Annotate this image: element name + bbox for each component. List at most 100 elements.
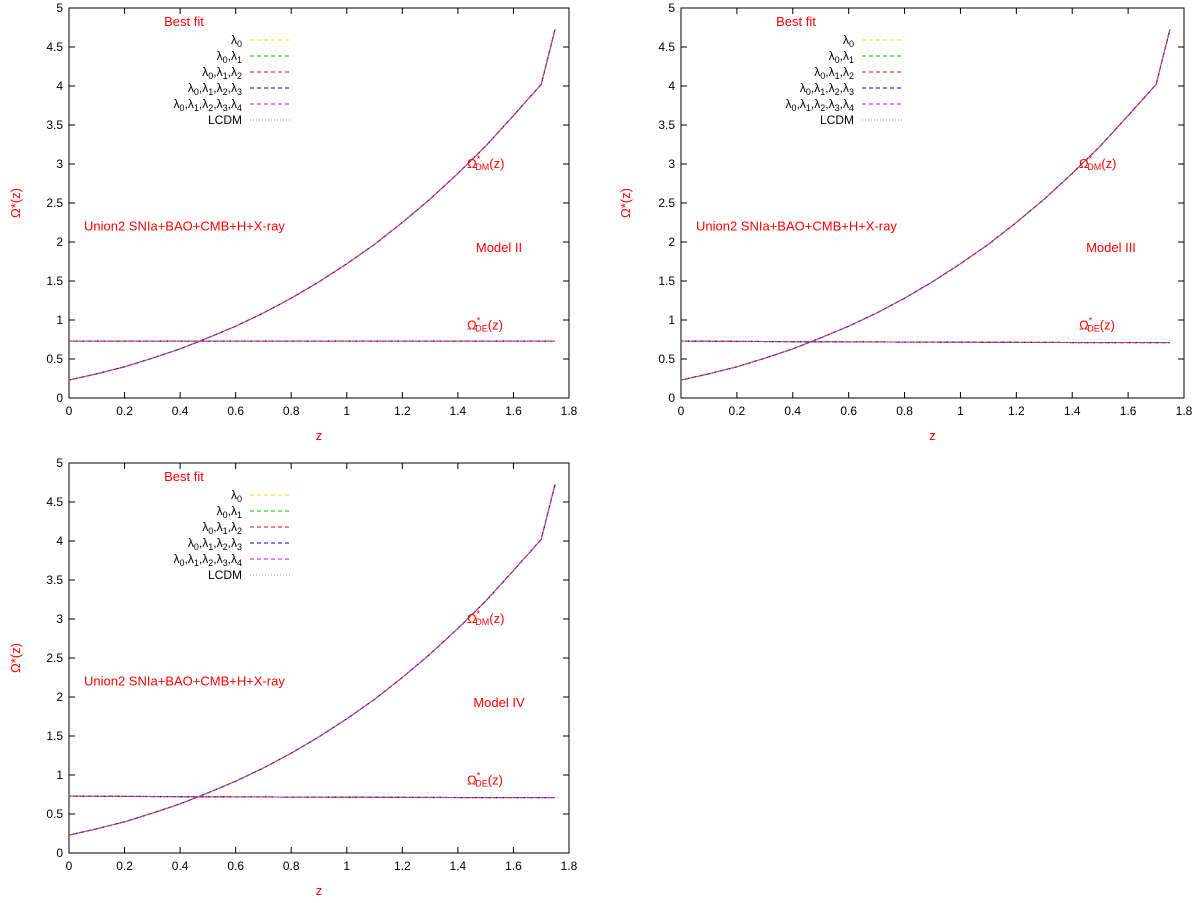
x-axis-label: z bbox=[929, 428, 936, 443]
legend-entry-label: λ0,λ1 bbox=[217, 504, 242, 520]
chart-model-iv: 0 0.2 0.4 0.6 0.8 1 1.2 1.4 1.6 1.8 0 0.5 1 1.5 2 2.5 3 3… bbox=[0, 455, 600, 903]
series-dm-curve-fit-4 bbox=[680, 28, 1171, 381]
chart-model-iii: 0 0.2 0.4 0.6 0.8 1 1.2 1.4 1.6 1.8 0 0.5 1 1.5 2 2.5 3 3… bbox=[610, 0, 1202, 450]
x-tick-label: 0.6 bbox=[227, 404, 244, 418]
legend-entry-label: λ0,λ1,λ2,λ3,λ4 bbox=[174, 97, 242, 113]
y-tick-label: 4 bbox=[56, 79, 63, 93]
y-tick-label: 0 bbox=[56, 846, 63, 860]
legend-entry-label: λ0,λ1,λ2,λ3,λ4 bbox=[174, 552, 242, 568]
y-tick-label: 5 bbox=[668, 1, 675, 15]
y-tick-label: 4 bbox=[56, 534, 63, 548]
x-tick-label: 1.2 bbox=[1008, 404, 1025, 418]
y-tick-label: 0 bbox=[56, 391, 63, 405]
y-tick-label: 0.5 bbox=[658, 352, 675, 366]
y-tick-label: 1 bbox=[668, 313, 675, 327]
y-tick-label: 5 bbox=[56, 1, 63, 15]
x-tick-label: 1.4 bbox=[450, 859, 467, 873]
chart-svg-model-ii: 0 0.2 0.4 0.6 0.8 1 1.2 1.4 1.6 1.8 0 0.5 1 1.5 2 2.5 3 3… bbox=[8, 1, 578, 443]
x-tick-label: 1.4 bbox=[1064, 404, 1081, 418]
x-tick-label: 0.6 bbox=[227, 859, 244, 873]
y-tick-label: 3.5 bbox=[46, 573, 63, 587]
y-tick-label: 4.5 bbox=[658, 40, 675, 54]
legend-entry-label: λ0 bbox=[843, 33, 854, 49]
x-tick-label: 1.8 bbox=[1176, 404, 1193, 418]
model-annotation: Model II bbox=[476, 240, 522, 255]
legend-entry-label: LCDM bbox=[208, 113, 242, 127]
legend-entry-label: λ0,λ1,λ2,λ3 bbox=[188, 81, 242, 97]
y-tick-label: 3 bbox=[56, 612, 63, 626]
x-tick-label: 0.2 bbox=[116, 404, 133, 418]
legend-entry-label: λ0,λ1 bbox=[217, 49, 242, 65]
series-dm-curve-fit-1 bbox=[680, 28, 1171, 381]
legend-entry-label: λ0,λ1,λ2 bbox=[202, 65, 242, 81]
y-axis-label: Ω*(z) bbox=[8, 188, 23, 218]
y-tick-label: 2.5 bbox=[658, 196, 675, 210]
model-annotation: Model III bbox=[1086, 240, 1136, 255]
x-tick-label: 1.8 bbox=[561, 404, 578, 418]
series-de-curve-fit-4 bbox=[68, 795, 556, 799]
chart-model-ii: 0 0.2 0.4 0.6 0.8 1 1.2 1.4 1.6 1.8 0 0.5 1 1.5 2 2.5 3 3… bbox=[0, 0, 600, 450]
series-dm-curve-lcdm bbox=[68, 29, 556, 381]
legend-entry-label: LCDM bbox=[208, 568, 242, 582]
chart-svg-model-iv: 0 0.2 0.4 0.6 0.8 1 1.2 1.4 1.6 1.8 0 0.5 1 1.5 2 2.5 3 3… bbox=[8, 456, 578, 898]
y-tick-label: 1.5 bbox=[46, 274, 63, 288]
x-tick-label: 1.2 bbox=[394, 404, 411, 418]
y-tick-label: 3 bbox=[668, 157, 675, 171]
series-dm-curve-fit-1 bbox=[68, 28, 556, 381]
x-tick-label: 1.6 bbox=[505, 859, 522, 873]
y-tick-label: 3.5 bbox=[658, 118, 675, 132]
series-dm-curve-fit-1 bbox=[68, 483, 556, 836]
y-tick-label: 1 bbox=[56, 768, 63, 782]
series-dm-curve-lcdm bbox=[68, 484, 556, 836]
legend-title: Best fit bbox=[164, 14, 204, 29]
plot-frame bbox=[68, 7, 570, 399]
legend-entry-label: λ0 bbox=[231, 488, 242, 504]
model-annotation: Model IV bbox=[473, 695, 525, 710]
y-tick-label: 2.5 bbox=[46, 651, 63, 665]
de-curve-label: Ω* DE(z) bbox=[1079, 315, 1115, 333]
dm-curve-label: Ω* DM(z) bbox=[467, 154, 504, 172]
dataset-annotation: Union2 SNIa+BAO+CMB+H+X-ray bbox=[84, 218, 285, 233]
y-axis-label: Ω*(z) bbox=[618, 188, 633, 218]
dataset-annotation: Union2 SNIa+BAO+CMB+H+X-ray bbox=[84, 673, 285, 688]
legend-entry-label: LCDM bbox=[820, 113, 854, 127]
dm-curve-label: Ω* DM(z) bbox=[467, 609, 504, 627]
x-tick-label: 1.2 bbox=[394, 859, 411, 873]
x-tick-label: 0.8 bbox=[896, 404, 913, 418]
y-tick-label: 2 bbox=[668, 235, 675, 249]
x-tick-label: 1.4 bbox=[450, 404, 467, 418]
legend-entry-label: λ0,λ1,λ2,λ3 bbox=[188, 536, 242, 552]
x-tick-label: 0.4 bbox=[172, 404, 189, 418]
x-tick-label: 0.2 bbox=[116, 859, 133, 873]
dm-curve-label: Ω* DM(z) bbox=[1079, 154, 1116, 172]
legend-title: Best fit bbox=[776, 14, 816, 29]
x-tick-label: 1.6 bbox=[1120, 404, 1137, 418]
x-tick-label: 1.6 bbox=[505, 404, 522, 418]
legend-entry-label: λ0,λ1,λ2 bbox=[202, 520, 242, 536]
x-tick-label: 0.2 bbox=[729, 404, 746, 418]
legend-entry-label: λ0,λ1,λ2 bbox=[814, 65, 854, 81]
legend-entry-label: λ0,λ1 bbox=[829, 49, 854, 65]
de-curve-label: Ω* DE(z) bbox=[467, 315, 503, 333]
x-axis-label: z bbox=[316, 883, 323, 898]
y-tick-label: 5 bbox=[56, 456, 63, 470]
x-tick-label: 0.6 bbox=[840, 404, 857, 418]
legend-entry-label: λ0,λ1,λ2,λ3 bbox=[800, 81, 854, 97]
x-tick-label: 1 bbox=[343, 859, 350, 873]
x-tick-label: 0.8 bbox=[283, 859, 300, 873]
chart-svg-model-iii: 0 0.2 0.4 0.6 0.8 1 1.2 1.4 1.6 1.8 0 0.5 1 1.5 2 2.5 3 3… bbox=[618, 1, 1193, 443]
legend-title: Best fit bbox=[164, 469, 204, 484]
plot-frame bbox=[68, 462, 570, 854]
legend-entry-label: λ0,λ1,λ2,λ3,λ4 bbox=[786, 97, 854, 113]
y-tick-label: 3.5 bbox=[46, 118, 63, 132]
x-tick-label: 1 bbox=[343, 404, 350, 418]
y-tick-label: 4.5 bbox=[46, 495, 63, 509]
dataset-annotation: Union2 SNIa+BAO+CMB+H+X-ray bbox=[696, 218, 897, 233]
x-tick-label: 1.8 bbox=[561, 859, 578, 873]
de-curve-label: Ω* DE(z) bbox=[467, 770, 503, 788]
x-tick-label: 0 bbox=[678, 404, 685, 418]
y-tick-label: 2 bbox=[56, 235, 63, 249]
x-axis-label: z bbox=[316, 428, 323, 443]
y-tick-label: 0 bbox=[668, 391, 675, 405]
x-tick-label: 1 bbox=[957, 404, 964, 418]
